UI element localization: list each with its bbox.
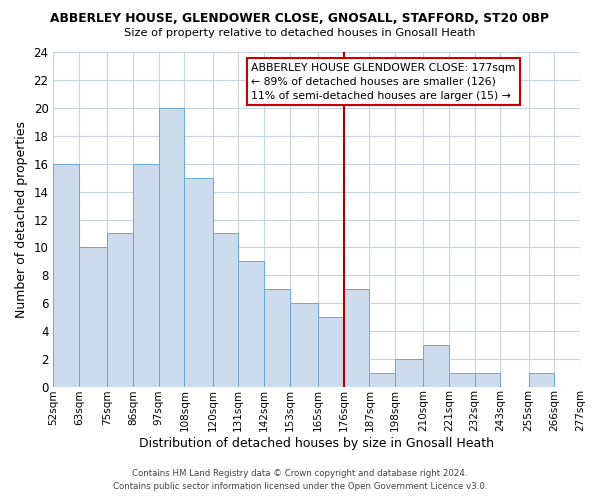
Bar [290,303,318,386]
Bar [53,164,79,386]
X-axis label: Distribution of detached houses by size in Gnosall Heath: Distribution of detached houses by size … [139,437,494,450]
Bar [475,372,500,386]
Bar [133,164,159,386]
Bar [238,262,264,386]
Bar [79,248,107,386]
Y-axis label: Number of detached properties: Number of detached properties [15,121,28,318]
Bar [212,234,238,386]
Bar [264,289,290,386]
Bar [423,345,449,387]
Bar [449,372,475,386]
Bar [344,289,370,386]
Text: Size of property relative to detached houses in Gnosall Heath: Size of property relative to detached ho… [124,28,476,38]
Bar [395,358,423,386]
Bar [318,317,344,386]
Bar [184,178,212,386]
Bar [370,372,395,386]
Text: ABBERLEY HOUSE GLENDOWER CLOSE: 177sqm
← 89% of detached houses are smaller (126: ABBERLEY HOUSE GLENDOWER CLOSE: 177sqm ←… [251,62,515,100]
Text: ABBERLEY HOUSE, GLENDOWER CLOSE, GNOSALL, STAFFORD, ST20 0BP: ABBERLEY HOUSE, GLENDOWER CLOSE, GNOSALL… [50,12,550,26]
Text: Contains HM Land Registry data © Crown copyright and database right 2024.
Contai: Contains HM Land Registry data © Crown c… [113,470,487,491]
Bar [159,108,184,386]
Bar [580,372,600,386]
Bar [107,234,133,386]
Bar [529,372,554,386]
